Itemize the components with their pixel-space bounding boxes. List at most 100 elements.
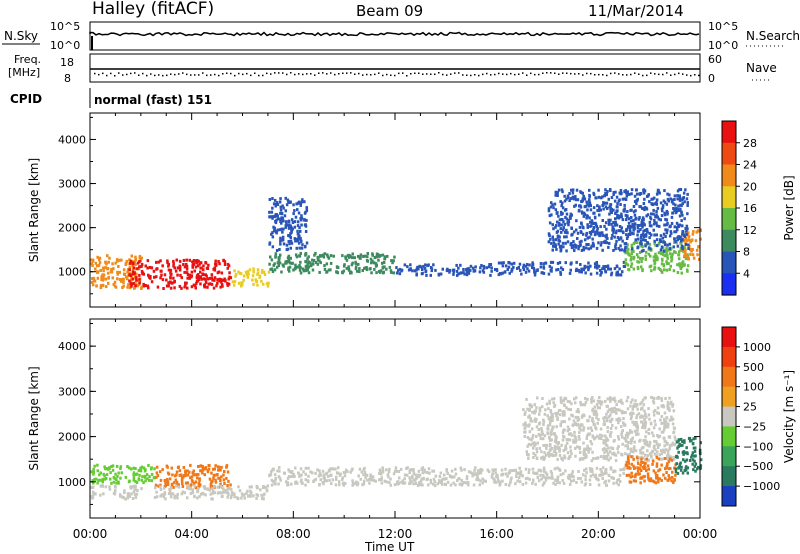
data-cell (279, 236, 282, 240)
data-cell (632, 255, 636, 259)
nave-dot (114, 75, 116, 77)
data-cell (109, 477, 112, 481)
data-cell (675, 221, 679, 225)
data-cell (534, 482, 537, 486)
data-cell (443, 473, 446, 477)
data-cell (619, 189, 623, 192)
data-cell (539, 437, 543, 441)
data-cell (608, 205, 611, 209)
data-cell (661, 209, 664, 213)
data-cell (171, 473, 174, 477)
data-cell (642, 229, 645, 233)
data-cell (286, 223, 290, 227)
data-cell (132, 476, 136, 480)
data-cell (665, 231, 669, 235)
data-cell (574, 198, 578, 202)
data-cell (629, 466, 632, 470)
nsearch-tick-top: 10^5 (708, 20, 738, 33)
data-cell (568, 271, 572, 275)
data-cell (477, 469, 480, 473)
data-cell (607, 222, 611, 226)
colorbar-title: Power [dB] (782, 175, 796, 240)
data-cell (678, 442, 681, 446)
data-cell (358, 267, 361, 271)
data-cell (524, 410, 527, 414)
data-cell (681, 440, 684, 444)
data-cell (543, 469, 546, 473)
nave-dot (98, 73, 100, 76)
data-cell (643, 205, 647, 209)
data-cell (134, 284, 137, 288)
data-cell (639, 481, 642, 485)
data-cell (656, 411, 659, 415)
data-cell (551, 425, 554, 429)
data-cell (202, 268, 205, 272)
data-cell (252, 282, 255, 286)
data-cell (128, 268, 131, 272)
data-cell (592, 222, 595, 225)
data-cell (91, 264, 94, 267)
data-cell (270, 478, 274, 482)
data-cell (208, 464, 211, 467)
data-cell (129, 261, 132, 265)
data-cell (307, 474, 310, 478)
data-cell (561, 218, 564, 222)
data-cell (223, 263, 227, 266)
data-cell (287, 220, 291, 224)
data-cell (631, 247, 634, 251)
data-cell (682, 191, 686, 195)
data-cell (652, 413, 656, 417)
data-cell (347, 265, 350, 269)
nave-dot (582, 74, 584, 76)
data-cell (331, 478, 335, 482)
data-cell (637, 456, 641, 460)
data-cell (290, 261, 293, 265)
data-cell (526, 407, 529, 411)
data-cell (587, 448, 590, 452)
data-cell (691, 458, 695, 462)
data-cell (510, 476, 513, 480)
data-cell (555, 414, 558, 418)
data-cell (667, 248, 670, 252)
data-cell (620, 452, 623, 456)
data-cell (317, 474, 321, 478)
data-cell (284, 260, 287, 264)
data-cell (107, 260, 110, 264)
data-cell (102, 492, 105, 496)
data-cell (640, 242, 643, 246)
data-cell (169, 486, 173, 490)
x-axis-title: Time UT (364, 540, 415, 554)
data-cell (172, 481, 176, 485)
data-cell (654, 214, 657, 218)
data-cell (563, 410, 566, 414)
data-cell (655, 233, 658, 237)
data-cell (616, 478, 619, 482)
data-cell (129, 259, 133, 263)
data-cell (212, 467, 215, 471)
data-cell (199, 261, 203, 265)
data-cell (379, 470, 382, 474)
data-cell (195, 276, 199, 279)
data-cell (132, 473, 135, 477)
data-cell (166, 259, 169, 263)
data-cell (191, 491, 195, 495)
data-cell (547, 240, 551, 244)
data-cell (616, 408, 620, 412)
data-cell (267, 281, 270, 285)
data-cell (502, 261, 505, 265)
data-cell (524, 264, 528, 268)
data-cell (373, 267, 376, 271)
data-cell (150, 266, 154, 270)
data-cell (630, 219, 633, 223)
data-cell (660, 404, 664, 408)
data-cell (540, 469, 543, 473)
data-cell (387, 475, 390, 479)
data-cell (630, 414, 633, 418)
data-cell (667, 467, 671, 471)
data-cell (680, 465, 683, 469)
data-cell (668, 225, 671, 229)
data-cell (560, 223, 563, 227)
data-cell (612, 477, 615, 480)
nave-dot (606, 74, 608, 77)
data-cell (116, 270, 119, 274)
